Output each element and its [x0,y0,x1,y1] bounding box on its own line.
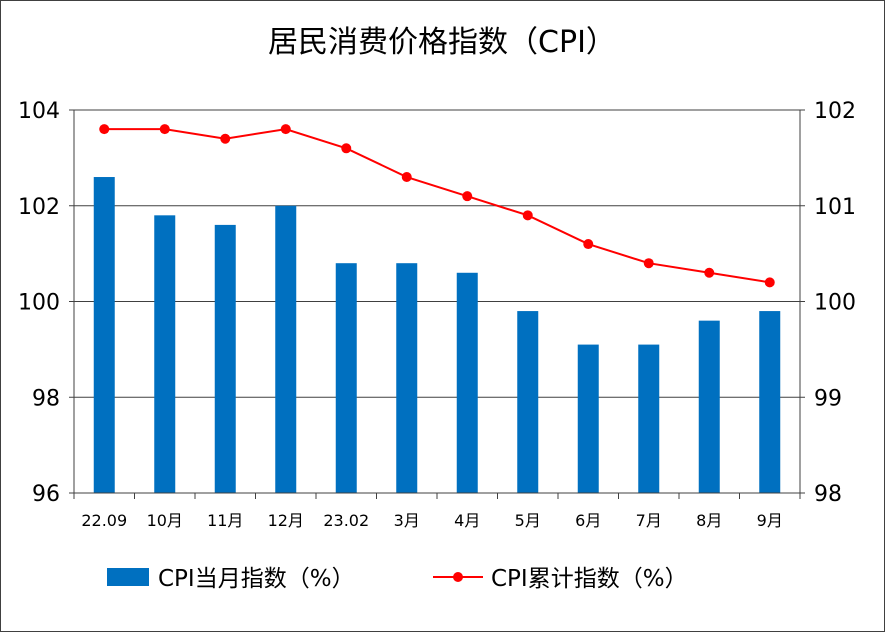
x-tick-label: 10月 [147,511,183,530]
bar-2 [214,224,236,493]
gridlines [74,109,800,494]
legend-bar-label: CPI当月指数（%） [158,566,355,592]
right-tick-label: 101 [814,195,856,220]
left-axis-ticks: 96 98 100 102 104 [18,99,60,507]
x-tick-label: 22.09 [81,511,127,530]
bar-1 [154,215,176,493]
line-point-6 [462,191,473,202]
chart-title: 居民消费价格指数（CPI） [268,25,616,60]
line-point-5 [401,172,412,183]
axes [69,109,805,499]
x-tick-label: 9月 [757,511,783,530]
line-point-7 [522,210,533,221]
line-point-2 [220,133,231,144]
x-tick-label: 4月 [454,511,480,530]
legend: CPI当月指数（%） CPI累计指数（%） [107,566,688,592]
bar-3 [275,205,297,493]
legend-bar-swatch [107,568,149,586]
bar-series [93,177,781,493]
cumulative-line [104,128,770,284]
line-point-4 [341,143,352,154]
bar-6 [456,272,478,493]
line-point-11 [764,277,775,288]
bar-10 [698,320,720,493]
left-tick-label: 100 [18,291,60,316]
bar-8 [577,344,599,493]
bar-7 [517,311,539,493]
x-tick-label: 7月 [636,511,662,530]
x-tick-label: 11月 [207,511,243,530]
legend-line-marker [453,572,463,582]
right-axis-ticks: 98 99 100 101 102 [814,99,856,507]
right-tick-label: 99 [814,386,842,411]
right-tick-label: 100 [814,291,856,316]
left-tick-label: 96 [32,482,60,507]
legend-line-label: CPI累计指数（%） [491,566,688,592]
bar-11 [759,311,781,493]
x-axis-ticks: 22.09 10月 11月 12月 23.02 3月 4月 5月 6月 7月 8月 9月 [81,511,783,530]
line-point-9 [643,258,654,269]
right-tick-label: 102 [814,99,856,124]
x-tick-label: 12月 [268,511,304,530]
x-tick-label: 6月 [575,511,601,530]
line-series [99,124,775,288]
line-point-0 [99,124,110,135]
bar-9 [638,344,660,493]
line-point-1 [159,124,170,135]
x-tick-label: 3月 [394,511,420,530]
left-tick-label: 98 [32,386,60,411]
line-point-3 [280,124,291,135]
bar-5 [396,263,418,493]
x-tick-label: 8月 [696,511,722,530]
right-tick-label: 98 [814,482,842,507]
bar-0 [93,177,115,493]
line-point-10 [704,267,715,278]
line-point-8 [583,239,594,250]
left-tick-label: 102 [18,195,60,220]
left-tick-label: 104 [18,99,60,124]
x-tick-label: 23.02 [323,511,369,530]
bar-4 [335,263,357,493]
x-tick-label: 5月 [515,511,541,530]
